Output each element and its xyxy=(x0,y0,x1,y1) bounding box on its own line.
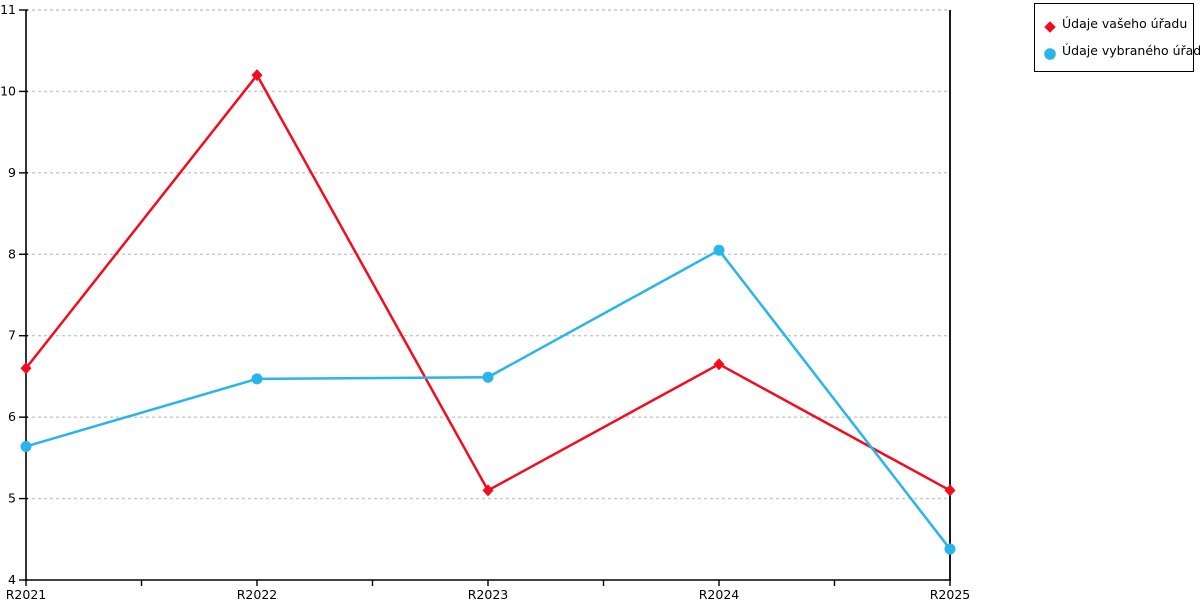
legend-label: Údaje vybraného úřadu xyxy=(1062,43,1200,58)
circle-marker-icon xyxy=(1044,45,1056,60)
y-axis-tick-label: 4 xyxy=(8,572,16,587)
legend-item: Údaje vašeho úřadu xyxy=(1044,10,1191,37)
diamond-marker-icon xyxy=(1044,18,1056,33)
legend: Údaje vašeho úřadu Údaje vybraného úřadu xyxy=(1034,3,1200,72)
data-point-marker xyxy=(944,543,956,555)
legend-label: Údaje vašeho úřadu xyxy=(1062,16,1188,31)
data-point-marker xyxy=(20,362,32,375)
y-axis-tick-label: 8 xyxy=(8,246,16,261)
data-point-marker xyxy=(482,484,494,497)
data-point-marker xyxy=(482,371,494,383)
data-point-marker xyxy=(251,69,263,82)
data-point-marker xyxy=(713,358,725,371)
data-point-marker xyxy=(20,440,32,452)
data-point-marker xyxy=(944,484,956,497)
x-axis-tick-label: R2025 xyxy=(930,587,971,600)
x-axis-tick-label: R2024 xyxy=(699,587,740,600)
y-axis-tick-label: 5 xyxy=(8,491,16,506)
x-axis-tick-label: R2021 xyxy=(6,587,47,600)
y-axis-tick-label: 7 xyxy=(8,328,16,343)
y-axis-tick-label: 6 xyxy=(8,409,16,424)
y-axis-tick-label: 11 xyxy=(0,2,16,17)
data-point-marker xyxy=(251,373,263,385)
x-axis-tick-label: R2022 xyxy=(237,587,278,600)
y-axis-tick-label: 9 xyxy=(8,165,16,180)
series-line-0 xyxy=(24,73,952,492)
series-line-1 xyxy=(24,248,952,551)
y-axis-tick-label: 10 xyxy=(0,83,16,98)
data-point-marker xyxy=(713,244,725,256)
x-axis-tick-label: R2023 xyxy=(468,587,509,600)
legend-item: Údaje vybraného úřadu xyxy=(1044,37,1200,64)
